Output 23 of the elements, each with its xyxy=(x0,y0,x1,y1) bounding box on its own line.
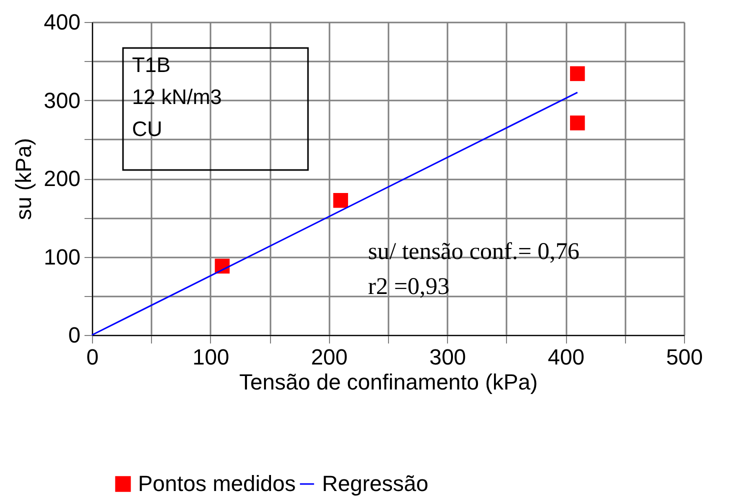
annotation: CU xyxy=(132,118,162,141)
x-tick-label: 500 xyxy=(666,344,703,370)
y-tick-label: 200 xyxy=(44,166,80,191)
y-tick-label: 0 xyxy=(68,322,80,348)
annotation: r2 =0,93 xyxy=(368,274,450,300)
point xyxy=(570,116,585,130)
x-tick-label: 100 xyxy=(192,344,230,370)
x-tick-label: 0 xyxy=(86,344,99,370)
y-axis-title: su (kPa) xyxy=(10,138,36,220)
x-tick-label: 400 xyxy=(548,344,584,370)
legend-label: Regressão xyxy=(322,471,428,496)
x-axis-title: Tensão de confinamento (kPa) xyxy=(239,370,538,394)
point xyxy=(570,66,585,82)
legend-label: Pontos medidos xyxy=(138,471,296,496)
annotation: 12 kN/m3 xyxy=(132,86,222,109)
point xyxy=(333,192,348,208)
annotation: T1B xyxy=(132,54,171,77)
x-tick-label: 300 xyxy=(429,344,466,370)
y-tick-label: 100 xyxy=(44,244,80,270)
y-tick-label: 300 xyxy=(44,88,80,113)
y-tick-label: 400 xyxy=(44,10,80,34)
annotation: su/ tensão conf.= 0,76 xyxy=(368,239,580,265)
x-tick-label: 200 xyxy=(310,344,348,370)
